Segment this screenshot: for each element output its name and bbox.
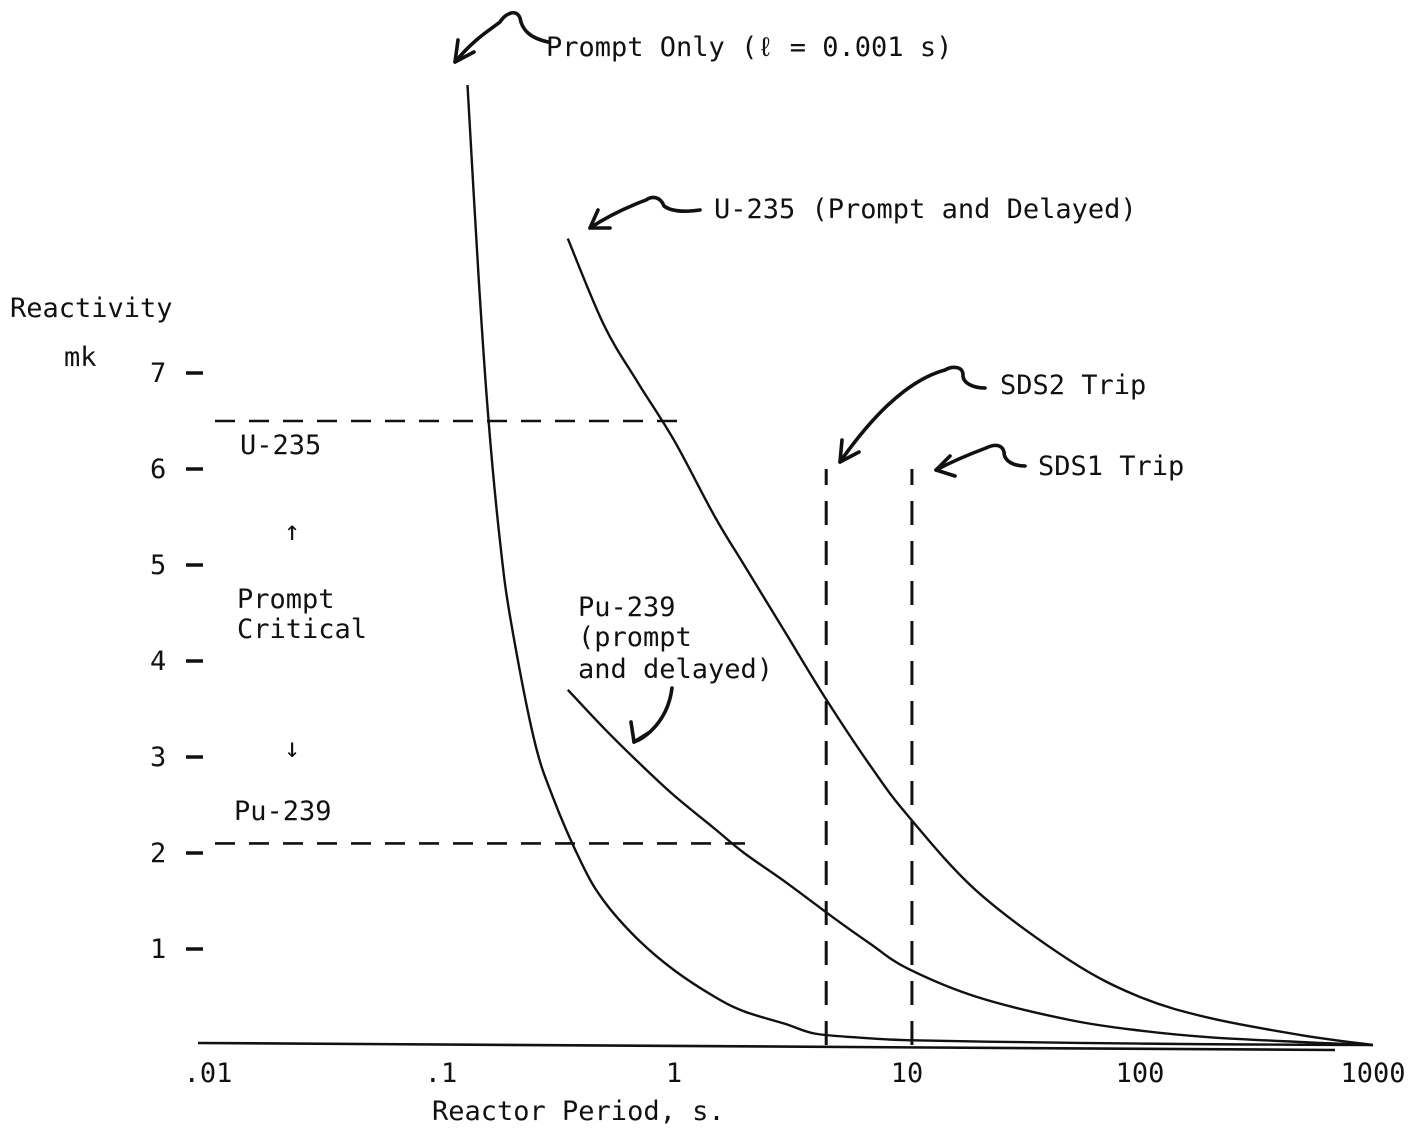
pointer-arrow-u235 [588, 195, 702, 230]
prompt-critical-label: Prompt Critical [237, 584, 367, 645]
ref-label-u235: U-235 [240, 430, 321, 461]
series-label-pu239-line3: and delayed) [578, 654, 773, 685]
y-tick-label-3: 3 [150, 742, 166, 773]
pointer-arrowhead-prompt-only [453, 38, 476, 64]
y-tick-label-5: 5 [150, 550, 166, 581]
pointer-arrowhead-sds1 [934, 454, 957, 478]
pointer-arrow-sds2 [838, 365, 987, 464]
x-tick-label-1: 1 [666, 1058, 682, 1089]
x-tick-label-.1: .1 [425, 1058, 458, 1089]
prompt-critical-arrow-down: ↓ [284, 733, 300, 764]
x-axis-title: Reactor Period, s. [432, 1096, 725, 1127]
x-tick-label-10: 10 [891, 1058, 924, 1089]
y-axis-title: Reactivity [10, 293, 173, 324]
y-axis-unit: mk [64, 342, 97, 373]
ref-label-sds1: SDS1 Trip [1038, 451, 1184, 482]
x-tick-label-.01: .01 [184, 1058, 233, 1089]
reference-lines [215, 419, 914, 1045]
y-tick-label-7: 7 [150, 358, 166, 389]
pointer-arrowhead-u235 [588, 208, 612, 230]
prompt-critical-line2: Critical [237, 614, 367, 645]
series-label-u235: U-235 (Prompt and Delayed) [714, 194, 1137, 225]
pointer-arrows [453, 10, 1027, 744]
y-ticks: 1 2 3 4 5 6 7 [150, 358, 203, 965]
pointer-arrowhead-sds2 [838, 438, 861, 464]
x-ticks: .01 .1 1 10 100 1000 [184, 1058, 1406, 1089]
x-tick-label-1000: 1000 [1340, 1058, 1405, 1089]
y-tick-label-4: 4 [150, 646, 166, 677]
series-line-prompt-only [466, 84, 1374, 1047]
axes [197, 1041, 1336, 1052]
ref-label-sds2: SDS2 Trip [1000, 370, 1146, 401]
ref-label-pu239: Pu-239 [234, 796, 332, 827]
series-label-pu239-line1: Pu-239 [578, 592, 676, 623]
pointer-arrow-sds1 [934, 443, 1027, 472]
prompt-critical-line1: Prompt [237, 584, 335, 615]
series-line-pu239 [566, 688, 1374, 1047]
x-axis-line [197, 1041, 1336, 1052]
y-tick-label-2: 2 [150, 838, 166, 869]
pointer-arrow-pu239 [632, 686, 674, 744]
y-tick-label-1: 1 [150, 934, 166, 965]
prompt-critical-arrow-up: ↑ [284, 516, 300, 547]
pointer-arrow-prompt-only [453, 10, 550, 64]
pointer-arrowhead-pu239 [629, 720, 652, 744]
x-tick-label-100: 100 [1116, 1058, 1165, 1089]
series-label-prompt-only: Prompt Only (ℓ = 0.001 s) [546, 32, 952, 63]
curves [466, 84, 1374, 1047]
series-label-pu239-line2: (prompt [578, 622, 692, 653]
y-tick-label-6: 6 [150, 454, 166, 485]
series-line-u235 [566, 238, 1374, 1047]
